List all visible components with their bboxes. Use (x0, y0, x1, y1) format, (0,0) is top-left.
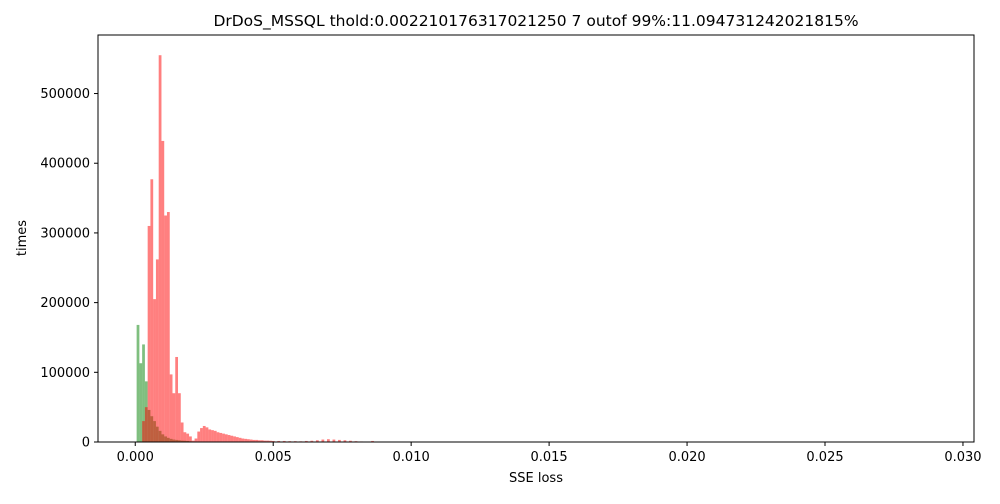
bars-layer (137, 55, 385, 442)
x-axis-label: SSE loss (509, 471, 563, 486)
y-tick-label: 400000 (40, 157, 90, 172)
histogram-bar (230, 436, 233, 442)
histogram-bar (208, 429, 211, 442)
histogram-bar (228, 435, 231, 442)
histogram-bar (189, 436, 192, 442)
histogram-bar (233, 436, 236, 442)
histogram-bar (156, 259, 159, 442)
histogram-bar (219, 433, 222, 442)
x-tick-label: 0.010 (393, 450, 430, 465)
y-tick-label: 100000 (40, 366, 90, 381)
histogram-bar (175, 357, 178, 442)
histogram-bar (170, 374, 173, 442)
y-axis: 0 100000 200000 300000 400000 500000 (40, 87, 98, 450)
histogram-bar (172, 393, 175, 442)
histogram-bar (225, 434, 228, 442)
y-axis-label: times (15, 220, 30, 256)
histogram-bar (153, 299, 156, 442)
x-tick-label: 0.025 (806, 450, 843, 465)
histogram-bar (137, 325, 140, 442)
y-tick-label: 200000 (40, 296, 90, 311)
histogram-bar (150, 179, 153, 442)
x-tick-label: 0.030 (944, 450, 981, 465)
histogram-bar (206, 427, 209, 442)
x-tick-label: 0.015 (530, 450, 567, 465)
histogram-bar (178, 393, 181, 442)
histogram-bar (239, 438, 242, 442)
histogram-bar (211, 430, 214, 442)
histogram-bar (236, 437, 239, 442)
histogram-bar (195, 439, 198, 442)
histogram-bar (197, 432, 200, 442)
histogram-bar (142, 421, 145, 442)
x-tick-label: 0.020 (668, 450, 705, 465)
y-tick-label: 0 (82, 436, 90, 451)
histogram-bar (222, 434, 225, 442)
histogram-bar (214, 431, 217, 442)
histogram-bar (241, 439, 244, 442)
chart-title: DrDoS_MSSQL thold:0.002210176317021250 7… (213, 12, 858, 31)
histogram-bar (164, 216, 167, 442)
histogram-bar (148, 226, 151, 442)
histogram-bar (139, 363, 142, 442)
histogram-bar (200, 428, 203, 442)
histogram-bar (159, 55, 162, 442)
histogram-bar (167, 212, 170, 442)
histogram-bar (203, 426, 206, 442)
y-tick-label: 300000 (40, 226, 90, 241)
plot-frame (98, 35, 974, 442)
x-tick-label: 0.005 (255, 450, 292, 465)
histogram-bar (186, 434, 189, 442)
histogram-bar (161, 141, 164, 442)
histogram-bar (184, 432, 187, 442)
x-axis: 0.000 0.005 0.010 0.015 0.020 0.025 0.030 (117, 442, 982, 465)
y-tick-label: 500000 (40, 87, 90, 102)
histogram-bar (181, 422, 184, 442)
histogram-bar (145, 407, 148, 442)
x-tick-label: 0.000 (117, 450, 154, 465)
histogram-bar (217, 432, 220, 442)
